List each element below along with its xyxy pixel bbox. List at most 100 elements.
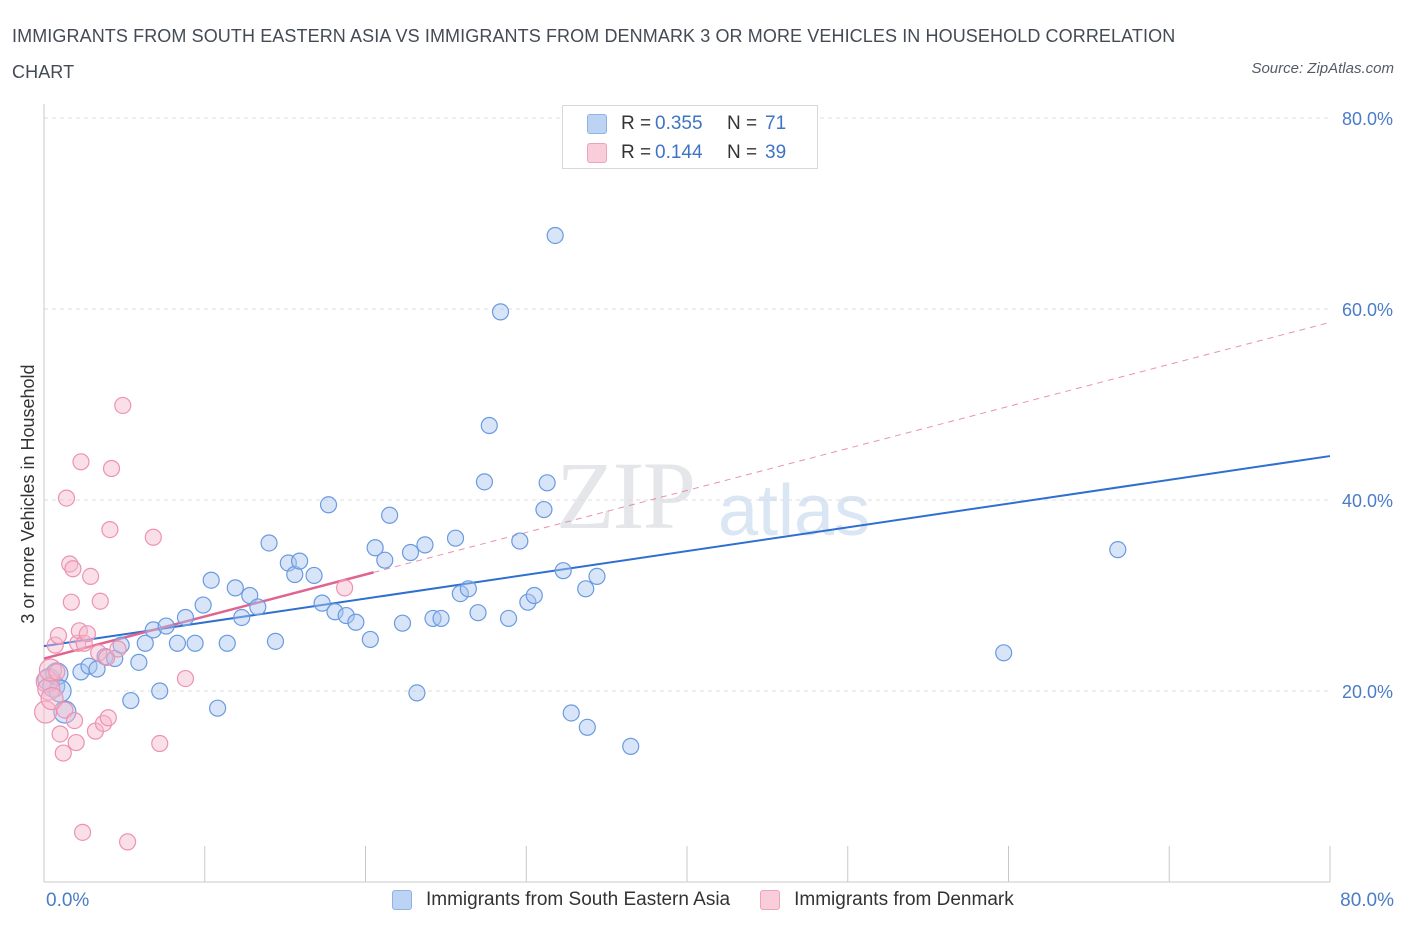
r-value: 0.355 [655, 113, 703, 134]
y-tick-label: 40.0% [1342, 491, 1393, 511]
data-point-denmark [176, 669, 195, 688]
data-point-sea [226, 579, 244, 597]
data-point-sea [45, 662, 69, 686]
chart-title: IMMIGRANTS FROM SOUTH EASTERN ASIA VS IM… [12, 26, 1176, 82]
r-value: 0.144 [655, 142, 703, 163]
watermark-zip: ZIP [556, 442, 696, 549]
data-point-sea [260, 534, 278, 552]
data-point-sea [469, 604, 487, 622]
data-point-sea [266, 632, 285, 650]
data-point-sea [376, 551, 394, 569]
data-point-sea [218, 634, 236, 652]
data-point-denmark [64, 560, 82, 578]
data-point-denmark [57, 489, 76, 507]
data-point-denmark [151, 734, 169, 753]
legend-row-sea: R = 0.355 N = 71 [587, 110, 786, 138]
data-point-sea [326, 603, 344, 621]
data-point-denmark [67, 733, 85, 752]
legend-swatch-pink [760, 890, 781, 910]
data-point-denmark [75, 634, 93, 652]
data-point-sea [577, 580, 595, 598]
legend-row-denmark: R = 0.144 N = 39 [587, 139, 786, 167]
data-point-denmark [37, 677, 61, 701]
data-point-sea [209, 699, 227, 717]
source-note: Source: ZipAtlas.com [1251, 60, 1394, 77]
data-point-sea [588, 567, 606, 586]
data-point-denmark [336, 579, 354, 597]
data-point-denmark [73, 823, 92, 841]
y-tick-labels: 20.0% 40.0% 60.0% 80.0% [1342, 109, 1393, 702]
grid-lines [44, 117, 1330, 692]
watermark-atlas: atlas [718, 471, 871, 551]
data-point-denmark [56, 701, 74, 719]
data-point-sea [381, 506, 399, 524]
data-point-sea [446, 529, 465, 547]
data-point-sea [319, 496, 338, 514]
data-point-sea [554, 562, 572, 580]
data-point-sea [202, 571, 220, 589]
data-point-sea [519, 593, 537, 611]
data-point-sea [546, 226, 564, 245]
data-point-denmark [51, 725, 69, 743]
n-value: 71 [765, 113, 787, 134]
data-point-denmark [99, 709, 117, 727]
data-point-sea [168, 634, 187, 652]
data-point-sea [995, 644, 1013, 662]
data-point-sea [459, 580, 477, 598]
stats-legend: R = 0.355 N = 71 R = 0.144 N = 39 [562, 105, 818, 169]
data-point-sea [538, 474, 556, 492]
legend-label-denmark: Immigrants from Denmark [794, 889, 1014, 910]
data-point-denmark [49, 627, 68, 645]
legend-item-denmark: Immigrants from Denmark [760, 889, 1014, 911]
data-point-denmark [40, 687, 64, 711]
data-point-sea [157, 617, 175, 635]
data-point-denmark [78, 625, 97, 643]
data-point-sea [286, 565, 304, 584]
data-point-denmark [91, 592, 109, 610]
data-point-sea [144, 621, 162, 639]
data-point-sea [151, 682, 169, 700]
legend-swatch-pink [587, 143, 607, 163]
data-point-denmark [118, 833, 137, 851]
trend-line-pink-solid [43, 571, 374, 660]
data-point-denmark [144, 528, 162, 546]
data-point-denmark [90, 644, 108, 662]
data-point-sea [186, 634, 204, 652]
n-value: 39 [765, 142, 787, 163]
axes [43, 104, 1331, 883]
data-point-sea [416, 536, 434, 554]
legend-swatch-blue [392, 890, 412, 910]
data-point-sea [176, 608, 195, 627]
x-max-label: 80.0% [1340, 890, 1394, 911]
data-point-sea [130, 653, 148, 671]
data-point-denmark [54, 744, 72, 762]
y-tick-label: 20.0% [1342, 682, 1393, 702]
data-point-sea [562, 704, 580, 722]
data-point-sea [366, 539, 384, 557]
trend-lines [43, 321, 1331, 660]
data-point-sea [122, 691, 140, 710]
data-point-sea [393, 614, 412, 632]
y-tick-label: 60.0% [1342, 300, 1393, 320]
data-point-sea [511, 532, 529, 550]
legend-label-sea: Immigrants from South Eastern Asia [426, 889, 731, 910]
data-point-sea [1109, 541, 1127, 559]
data-point-sea [408, 684, 426, 702]
data-point-sea [305, 566, 323, 585]
series-legend: Immigrants from South Eastern Asia Immig… [392, 889, 1044, 911]
data-point-denmark [61, 555, 79, 573]
n-label: N = [727, 142, 758, 163]
data-point-denmark [82, 567, 100, 586]
data-point-sea [475, 473, 494, 491]
data-point-denmark [101, 521, 119, 539]
data-point-sea [337, 606, 355, 625]
data-point-sea [451, 584, 469, 603]
y-axis-label: 3 or more Vehicles in Household [18, 364, 38, 623]
data-point-sea [290, 552, 309, 570]
data-point-sea [249, 598, 267, 616]
legend-swatch-blue [587, 114, 607, 134]
r-label: R = [621, 142, 652, 163]
data-point-sea [233, 608, 251, 627]
legend-item-sea: Immigrants from South Eastern Asia [392, 889, 730, 911]
y-tick-label: 80.0% [1342, 109, 1393, 129]
